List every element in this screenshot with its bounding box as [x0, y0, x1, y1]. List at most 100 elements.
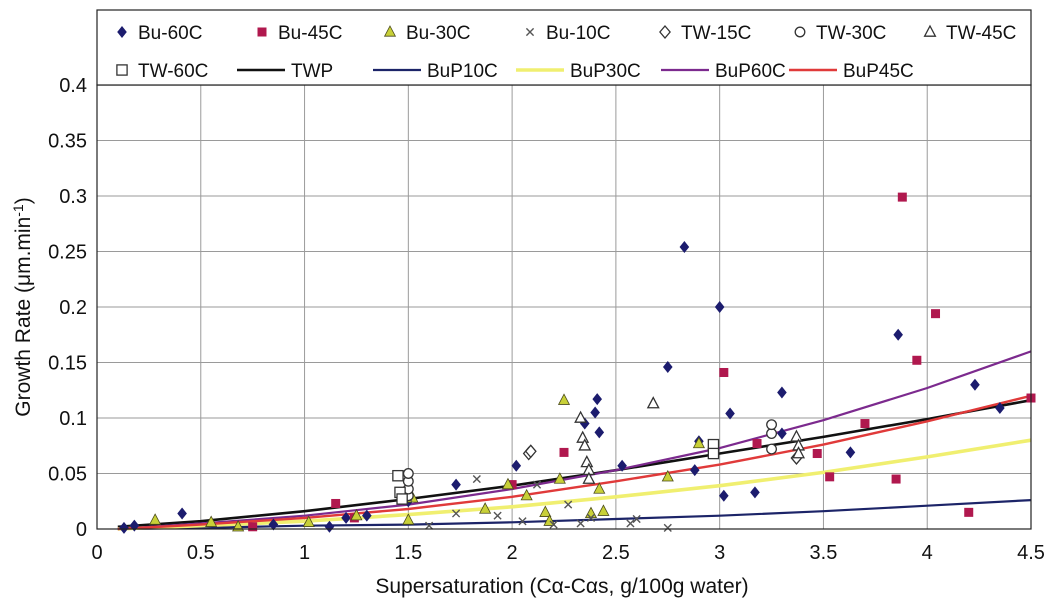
x-axis-title: Supersaturation (Cα-Cαs, g/100g water): [375, 575, 748, 598]
point-bu-30c: [501, 477, 515, 490]
point-tw-45c: [582, 471, 596, 484]
x-tick-label: 1.5: [394, 542, 422, 564]
point-bu-60c: [177, 507, 187, 520]
legend-marker-bu-45c: [257, 27, 267, 37]
point-bu-60c: [719, 489, 729, 502]
point-bu-30c: [520, 488, 533, 501]
point-bu-60c: [777, 386, 787, 399]
x-tick-label: 1: [299, 542, 310, 564]
legend-box: [96, 9, 1032, 86]
point-bu-30c: [597, 504, 610, 516]
x-tick-label: 3: [714, 542, 725, 564]
x-tick-label: 2: [507, 542, 518, 564]
point-bu-10c: [493, 511, 502, 520]
x-tick-labels: 0 0.5 1 1.5 2 2.5 3 3.5 4 4.5: [91, 542, 1044, 564]
point-bu-60c: [845, 446, 856, 459]
point-bu-60c: [679, 241, 690, 254]
y-axis-title-main: Growth Rate (μm.min: [12, 217, 35, 417]
point-bu-30c: [593, 482, 606, 494]
point-bu-10c: [564, 500, 573, 509]
point-bu-60c: [511, 459, 522, 472]
legend-marker-bu-30c: [383, 25, 397, 37]
legend-label-bu-30c: Bu-30C: [406, 23, 470, 44]
point-bu-30c: [557, 393, 571, 405]
point-bu-60c: [970, 378, 980, 391]
data-points: [119, 192, 1036, 534]
point-tw-45c: [574, 410, 588, 423]
y-tick-label: 0.25: [48, 242, 87, 264]
legend-marker-bu-60c: [117, 26, 127, 38]
legend-marker-tw-15c: [659, 24, 671, 40]
y-axis-title-close: ): [12, 197, 35, 204]
point-bu-60c: [662, 360, 673, 373]
point-bu-45c: [812, 449, 822, 459]
legend-marker-bu-10c: [525, 27, 535, 37]
legend-label-bup60c: BuP60C: [715, 61, 786, 82]
point-bu-30c: [205, 515, 218, 527]
point-bu-60c: [119, 521, 129, 534]
point-bu-60c: [592, 393, 603, 406]
y-tick-label: 0.2: [59, 297, 87, 319]
point-bu-45c: [891, 474, 901, 484]
point-bu-30c: [149, 513, 162, 525]
point-bu-45c: [897, 192, 907, 202]
x-tick-label: 4: [922, 542, 933, 564]
point-bu-30c: [479, 502, 492, 514]
point-bu-60c: [714, 301, 725, 313]
point-bu-45c: [825, 472, 835, 482]
series-line-bup60c: [117, 350, 1032, 531]
point-bu-45c: [964, 507, 974, 517]
y-axis-title: Growth Rate (μm.min-1): [10, 197, 35, 416]
point-bu-60c: [750, 486, 760, 499]
point-bu-10c: [532, 480, 542, 489]
point-bu-30c: [302, 515, 315, 527]
y-tick-labels: 0 0.05 0.1 0.15 0.2 0.25 0.3 0.35 0.4: [48, 75, 87, 541]
point-tw-60c: [396, 493, 408, 505]
point-tw-45c: [646, 396, 660, 409]
point-bu-45c: [719, 367, 729, 377]
point-bu-60c: [725, 407, 735, 420]
y-tick-label: 0: [76, 519, 87, 541]
point-bu-30c: [553, 472, 566, 484]
legend-label-bup45c: BuP45C: [843, 61, 914, 82]
point-bu-45c: [912, 355, 922, 365]
y-tick-label: 0.3: [59, 186, 87, 208]
point-tw-15c: [524, 444, 537, 459]
legend: Bu-60C Bu-45C Bu-30C Bu-10C TW-15C TW-30C TW-4…: [116, 23, 1016, 82]
point-tw-45c: [578, 438, 592, 451]
point-bu-60c: [594, 426, 605, 439]
point-bu-10c: [632, 514, 641, 524]
point-bu-60c: [129, 519, 140, 532]
point-bu-60c: [590, 406, 600, 419]
point-bu-60c: [362, 509, 372, 522]
legend-label-bup30c: BuP30C: [570, 61, 641, 82]
x-tick-label: 0: [91, 542, 102, 564]
point-bu-60c: [341, 511, 351, 524]
point-bu-60c: [893, 328, 903, 341]
point-bu-30c: [539, 505, 552, 517]
point-tw-30c: [402, 468, 414, 479]
y-tick-label: 0.05: [48, 464, 87, 486]
point-bu-45c: [752, 439, 762, 449]
y-axis-title-sup: -1: [10, 204, 26, 217]
point-bu-60c: [689, 464, 700, 477]
point-bu-45c: [931, 309, 941, 319]
point-tw-30c: [766, 443, 778, 455]
x-tick-label: 3.5: [810, 542, 838, 564]
y-tick-label: 0.15: [48, 353, 87, 375]
point-bu-45c: [507, 480, 517, 490]
point-tw-30c: [766, 419, 778, 431]
legend-label-bup10c: BuP10C: [427, 61, 498, 82]
legend-label-tw-45c: TW-45C: [946, 23, 1016, 44]
legend-label-twp: TWP: [291, 61, 333, 82]
legend-marker-tw-30c: [794, 26, 806, 38]
point-tw-60c: [707, 447, 720, 460]
legend-marker-tw-60c: [116, 64, 128, 76]
point-bu-10c: [576, 519, 585, 528]
series-line-bup45c: [117, 394, 1032, 531]
legend-label-bu-10c: Bu-10C: [546, 23, 610, 44]
legend-label-tw-60c: TW-60C: [138, 61, 208, 82]
point-bu-45c: [248, 522, 258, 532]
point-bu-60c: [617, 459, 627, 472]
